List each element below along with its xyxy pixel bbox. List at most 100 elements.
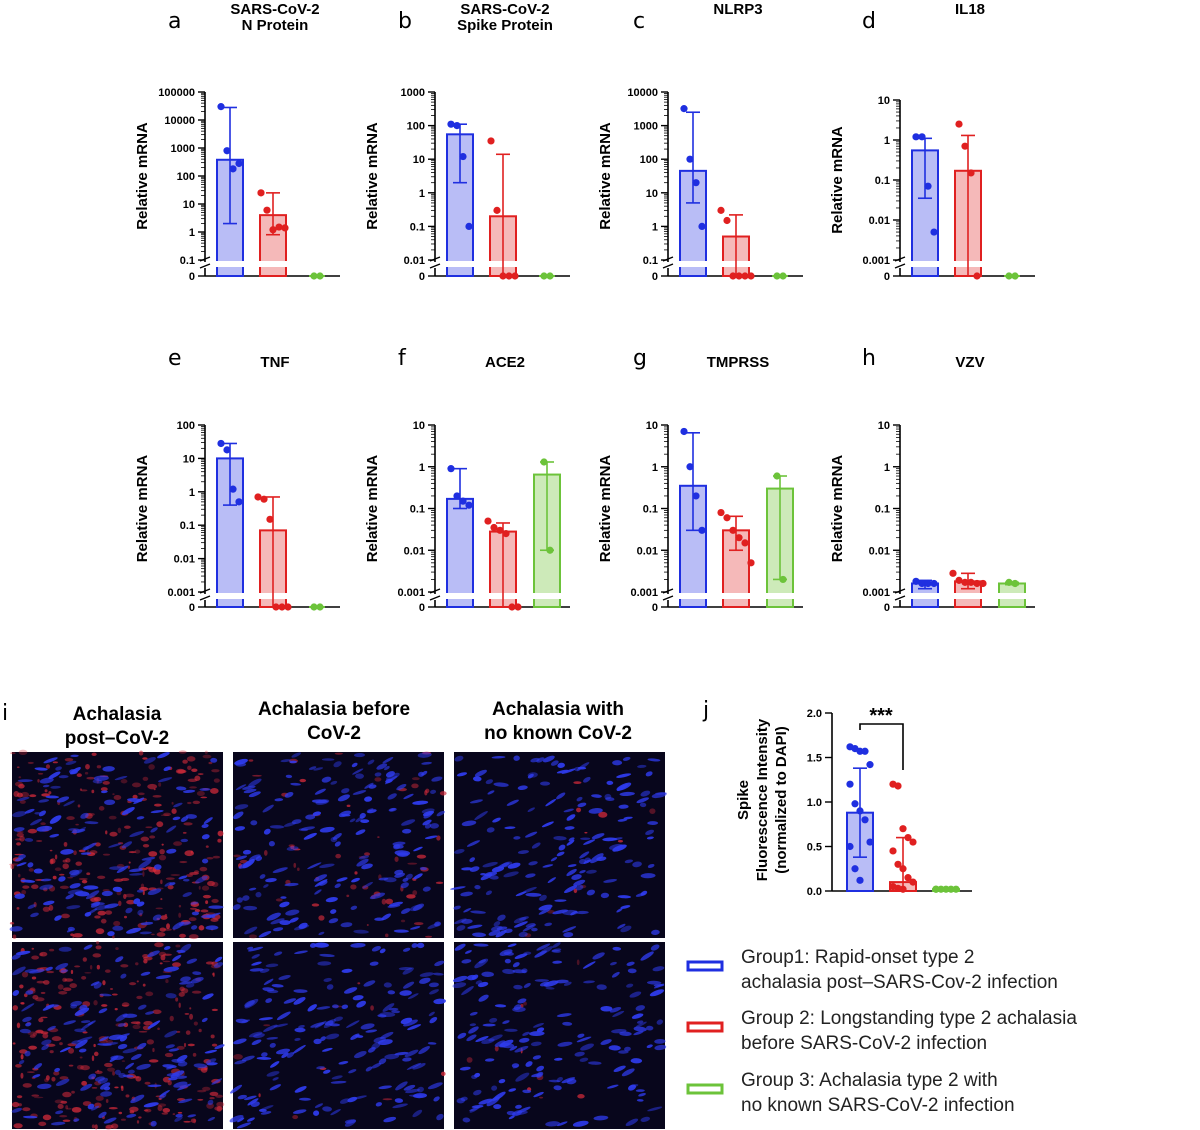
blue-nucleus <box>355 1034 364 1038</box>
blue-nucleus <box>155 974 172 980</box>
blue-nucleus <box>29 969 45 974</box>
blue-nucleus <box>647 863 655 868</box>
red-stain <box>45 764 51 769</box>
blue-nucleus <box>640 1116 651 1122</box>
red-stain <box>205 961 214 965</box>
blue-nucleus <box>588 1061 602 1065</box>
blue-nucleus <box>652 966 665 972</box>
blue-nucleus <box>656 1019 663 1025</box>
red-stain <box>96 1069 100 1072</box>
red-stain <box>147 783 158 790</box>
red-stain <box>187 801 192 805</box>
red-stain <box>36 840 43 842</box>
blue-nucleus <box>424 835 438 840</box>
red-stain <box>66 1107 72 1110</box>
blue-nucleus <box>355 815 365 823</box>
blue-nucleus <box>491 756 506 759</box>
blue-nucleus <box>191 925 198 930</box>
blue-nucleus <box>619 791 635 797</box>
blue-nucleus <box>419 866 428 871</box>
data-point <box>899 865 907 873</box>
red-stain <box>201 885 210 891</box>
blue-nucleus <box>522 1031 530 1036</box>
blue-nucleus <box>472 776 482 782</box>
red-stain <box>10 864 15 870</box>
blue-nucleus <box>213 962 224 968</box>
blue-nucleus <box>480 873 487 876</box>
blue-nucleus <box>568 837 575 842</box>
red-stain <box>123 825 131 829</box>
red-stain <box>138 1116 142 1119</box>
micrograph-1-2 <box>232 751 447 939</box>
blue-nucleus <box>266 1037 279 1040</box>
blue-nucleus <box>531 1073 543 1078</box>
blue-nucleus <box>68 828 80 831</box>
legend-label: Group1: Rapid-onset type 2 <box>741 947 974 968</box>
blue-nucleus <box>362 881 373 889</box>
red-stain <box>188 934 199 940</box>
blue-nucleus <box>270 918 285 925</box>
y-tick-label: 10 <box>413 420 425 432</box>
blue-nucleus <box>413 846 423 852</box>
blue-nucleus <box>136 901 145 907</box>
y-tick-label: 0.001 <box>630 587 658 599</box>
significance-label: *** <box>869 705 893 727</box>
red-stain <box>210 918 219 922</box>
red-stain <box>162 960 171 963</box>
blue-nucleus <box>330 1108 341 1116</box>
blue-nucleus <box>350 905 358 910</box>
panel-title: N Protein <box>242 17 309 34</box>
blue-nucleus <box>137 1004 147 1010</box>
red-stain <box>9 921 15 925</box>
blue-nucleus <box>313 942 329 948</box>
red-stain <box>152 794 162 798</box>
red-stain <box>290 845 295 850</box>
bar-break-band <box>445 261 475 267</box>
blue-nucleus <box>407 1024 422 1031</box>
blue-nucleus <box>401 819 416 826</box>
blue-nucleus <box>125 907 133 914</box>
data-point <box>217 103 225 111</box>
blue-nucleus <box>503 951 514 956</box>
blue-nucleus <box>67 889 83 895</box>
y-tick-label: 10 <box>878 420 890 432</box>
red-stain <box>400 919 406 923</box>
y-tick-label: 0.1 <box>410 221 425 233</box>
red-stain <box>38 1017 44 1023</box>
blue-nucleus <box>558 844 566 851</box>
red-stain <box>140 836 150 842</box>
blue-nucleus <box>150 1120 157 1127</box>
blue-nucleus <box>12 990 20 996</box>
red-stain <box>425 788 430 793</box>
blue-nucleus <box>65 894 74 900</box>
blue-nucleus <box>529 1031 545 1036</box>
data-point <box>723 216 731 225</box>
red-stain <box>95 928 105 935</box>
data-point <box>275 223 283 231</box>
red-stain <box>36 980 45 984</box>
blue-nucleus <box>114 1069 121 1075</box>
image-column-title: CoV-2 <box>307 723 361 744</box>
red-stain <box>598 811 608 818</box>
red-stain <box>215 1094 224 1098</box>
red-stain <box>539 1096 544 1099</box>
red-stain <box>20 1072 24 1079</box>
blue-nucleus <box>323 977 332 982</box>
red-stain <box>192 800 201 805</box>
blue-nucleus <box>636 1020 644 1024</box>
blue-nucleus <box>167 1077 178 1081</box>
blue-nucleus <box>382 756 394 764</box>
blue-nucleus <box>388 1007 399 1011</box>
blue-nucleus <box>100 1082 111 1090</box>
blue-nucleus <box>485 890 492 896</box>
blue-nucleus <box>33 868 43 874</box>
red-stain <box>91 752 97 757</box>
blue-nucleus <box>618 804 629 809</box>
legend-label: no known SARS-CoV-2 infection <box>741 1095 1015 1116</box>
blue-nucleus <box>478 1098 493 1105</box>
panel-letter: i <box>2 701 8 726</box>
red-stain <box>217 838 222 843</box>
red-stain <box>151 933 155 936</box>
red-stain <box>26 1071 35 1074</box>
blue-nucleus <box>262 804 274 813</box>
